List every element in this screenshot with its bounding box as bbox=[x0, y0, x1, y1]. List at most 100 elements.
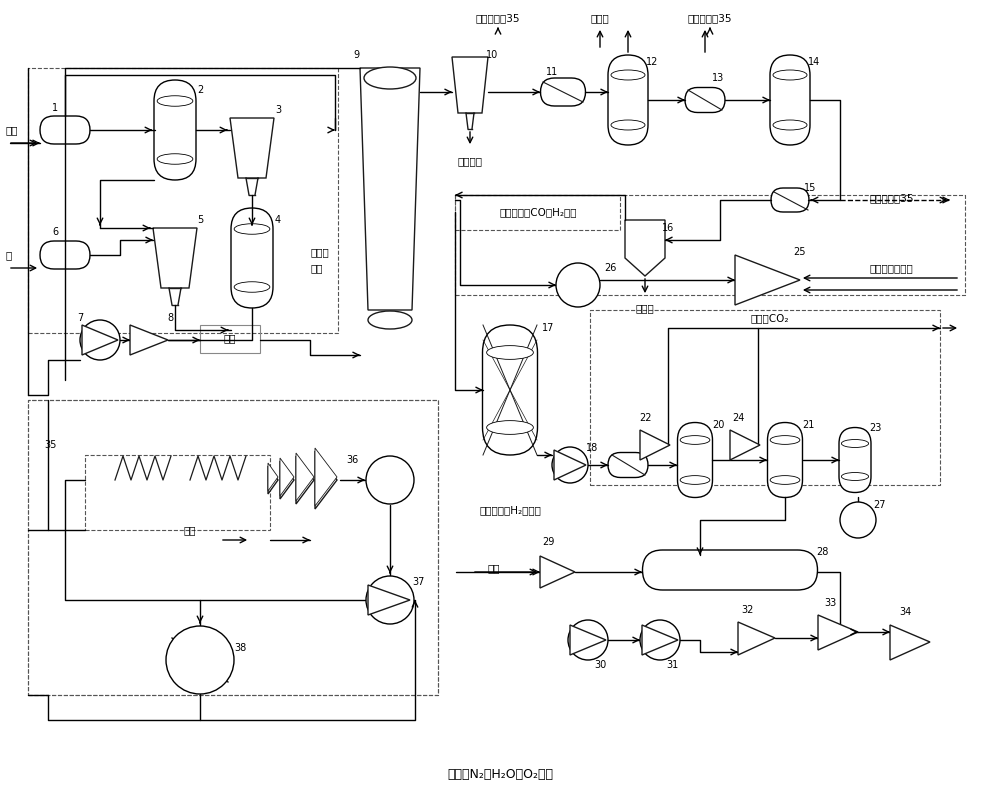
Text: 11: 11 bbox=[546, 67, 558, 77]
Circle shape bbox=[166, 626, 234, 694]
Ellipse shape bbox=[157, 95, 193, 107]
Text: 31: 31 bbox=[666, 660, 678, 670]
Polygon shape bbox=[540, 556, 575, 588]
Ellipse shape bbox=[611, 70, 645, 80]
Bar bbox=[28, 400, 438, 695]
Ellipse shape bbox=[157, 153, 193, 165]
Text: 4: 4 bbox=[275, 215, 281, 225]
Bar bbox=[28, 400, 438, 695]
FancyBboxPatch shape bbox=[771, 188, 809, 212]
Text: 余热回收至35: 余热回收至35 bbox=[688, 13, 732, 23]
FancyBboxPatch shape bbox=[540, 78, 586, 106]
Text: 粗合成气（CO、H₂等）: 粗合成气（CO、H₂等） bbox=[499, 207, 577, 217]
Text: 22: 22 bbox=[639, 413, 651, 423]
Text: 6: 6 bbox=[52, 227, 58, 237]
Bar bbox=[85, 455, 270, 530]
Circle shape bbox=[366, 456, 414, 504]
Polygon shape bbox=[296, 453, 314, 501]
Polygon shape bbox=[890, 625, 930, 660]
FancyBboxPatch shape bbox=[608, 55, 648, 145]
Text: 33: 33 bbox=[824, 598, 836, 608]
Text: 15: 15 bbox=[804, 183, 816, 193]
Text: 空气: 空气 bbox=[5, 125, 18, 135]
FancyBboxPatch shape bbox=[768, 422, 802, 498]
Bar bbox=[455, 195, 965, 295]
FancyBboxPatch shape bbox=[839, 428, 871, 492]
Text: 1: 1 bbox=[52, 103, 58, 113]
Text: 聚乙二醇二甲醚: 聚乙二醇二甲醚 bbox=[870, 263, 914, 273]
Polygon shape bbox=[640, 430, 670, 460]
Text: 32: 32 bbox=[742, 605, 754, 615]
Text: 18: 18 bbox=[586, 443, 598, 453]
Polygon shape bbox=[642, 625, 678, 655]
FancyBboxPatch shape bbox=[40, 116, 90, 144]
Ellipse shape bbox=[364, 67, 416, 89]
Text: 29: 29 bbox=[542, 537, 554, 547]
Bar bbox=[28, 68, 338, 333]
FancyBboxPatch shape bbox=[483, 325, 538, 455]
Ellipse shape bbox=[841, 440, 869, 448]
Text: 8: 8 bbox=[167, 313, 173, 323]
Text: 16: 16 bbox=[662, 223, 674, 233]
Text: 20: 20 bbox=[712, 420, 724, 430]
Text: 7: 7 bbox=[77, 313, 83, 323]
Ellipse shape bbox=[234, 281, 270, 293]
Circle shape bbox=[840, 502, 876, 538]
Circle shape bbox=[556, 263, 600, 307]
Ellipse shape bbox=[841, 472, 869, 480]
Circle shape bbox=[366, 576, 414, 624]
Text: 5: 5 bbox=[197, 215, 203, 225]
Polygon shape bbox=[730, 430, 760, 460]
Circle shape bbox=[568, 620, 608, 660]
Text: 35: 35 bbox=[44, 440, 56, 450]
Ellipse shape bbox=[487, 421, 533, 434]
Polygon shape bbox=[452, 57, 488, 113]
Ellipse shape bbox=[773, 70, 807, 80]
Polygon shape bbox=[818, 615, 858, 650]
Text: 10: 10 bbox=[486, 50, 498, 60]
Text: 氧气: 氧气 bbox=[224, 333, 236, 343]
Text: 19: 19 bbox=[642, 443, 654, 453]
Text: 37: 37 bbox=[412, 577, 424, 587]
FancyBboxPatch shape bbox=[678, 422, 712, 498]
Polygon shape bbox=[625, 220, 665, 276]
Text: 26: 26 bbox=[604, 263, 616, 273]
Text: 38: 38 bbox=[234, 643, 246, 653]
Text: 空气: 空气 bbox=[488, 563, 500, 573]
Ellipse shape bbox=[680, 436, 710, 444]
Ellipse shape bbox=[770, 475, 800, 484]
Polygon shape bbox=[315, 448, 337, 506]
Ellipse shape bbox=[770, 436, 800, 444]
Text: 9: 9 bbox=[353, 50, 359, 60]
FancyBboxPatch shape bbox=[770, 55, 810, 145]
Polygon shape bbox=[360, 68, 420, 310]
Circle shape bbox=[552, 447, 588, 483]
FancyBboxPatch shape bbox=[154, 80, 196, 180]
Text: 21: 21 bbox=[802, 420, 814, 430]
Polygon shape bbox=[280, 458, 294, 496]
Text: 硫化物: 硫化物 bbox=[636, 303, 654, 313]
Text: 3: 3 bbox=[275, 105, 281, 115]
Text: 28: 28 bbox=[816, 547, 828, 557]
Text: 水: 水 bbox=[5, 250, 11, 260]
Text: 2: 2 bbox=[197, 85, 203, 95]
Circle shape bbox=[640, 620, 680, 660]
Text: 余热回收至35: 余热回收至35 bbox=[476, 13, 520, 23]
Ellipse shape bbox=[368, 311, 412, 329]
Text: 12: 12 bbox=[646, 57, 658, 67]
Text: 余热回收至35: 余热回收至35 bbox=[870, 193, 914, 203]
Text: 水譒气: 水譒气 bbox=[310, 247, 329, 257]
Polygon shape bbox=[280, 461, 294, 499]
Ellipse shape bbox=[487, 346, 533, 359]
Text: 27: 27 bbox=[874, 500, 886, 510]
Text: 17: 17 bbox=[542, 323, 554, 333]
Polygon shape bbox=[315, 451, 337, 509]
FancyBboxPatch shape bbox=[642, 550, 818, 590]
FancyBboxPatch shape bbox=[40, 241, 90, 269]
FancyBboxPatch shape bbox=[231, 208, 273, 308]
Polygon shape bbox=[153, 228, 197, 288]
Polygon shape bbox=[296, 456, 314, 504]
Text: 煊粉: 煊粉 bbox=[310, 263, 323, 273]
Text: 34: 34 bbox=[899, 607, 911, 617]
Ellipse shape bbox=[234, 223, 270, 235]
